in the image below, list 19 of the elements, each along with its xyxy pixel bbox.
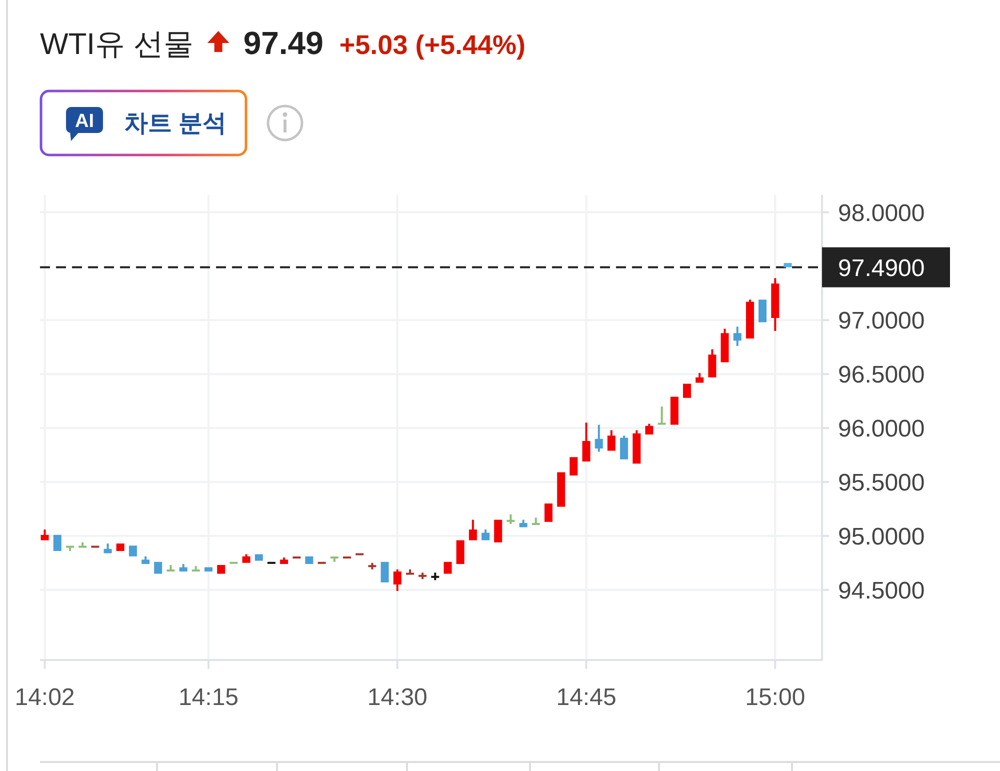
x-tick-label: 14:45 <box>556 684 616 711</box>
y-tick-label: 94.5000 <box>838 577 925 604</box>
y-tick-label: 95.5000 <box>838 469 925 496</box>
x-tick-label: 14:15 <box>178 684 239 711</box>
y-tick-label: 95.0000 <box>838 523 925 550</box>
candlestick <box>658 406 666 425</box>
text: +5.03 (+5.44%) <box>339 30 526 60</box>
text: 차트 분석 <box>124 110 227 137</box>
y-tick-label: 96.0000 <box>838 416 925 443</box>
x-tick-label: 15:00 <box>745 684 806 711</box>
ref-line-label: 97.4900 <box>838 254 925 282</box>
chart-title: WTI유 선물 <box>40 28 194 61</box>
x-tick-label: 14:30 <box>367 684 428 711</box>
y-tick-label: 98.0000 <box>838 200 925 227</box>
y-tick-label: 96.5000 <box>838 362 925 389</box>
x-tick-label: 14:02 <box>14 684 75 711</box>
text: AI <box>75 111 94 132</box>
y-tick-label: 97.0000 <box>838 308 925 335</box>
text: 97.49 <box>243 25 324 61</box>
